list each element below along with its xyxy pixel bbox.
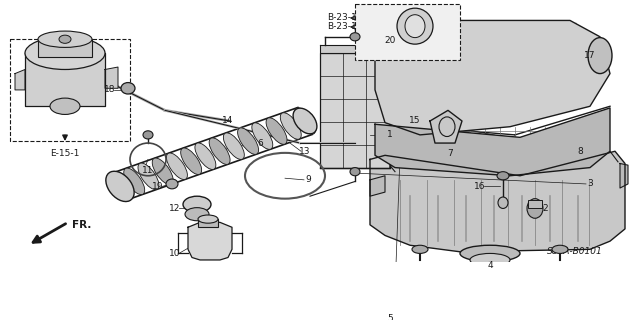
Text: 12: 12 [169, 204, 181, 213]
Bar [198, 219, 218, 227]
Ellipse shape [195, 143, 216, 170]
Ellipse shape [497, 172, 509, 180]
Ellipse shape [38, 31, 92, 47]
Text: B-23-15: B-23-15 [327, 13, 362, 22]
Bar [528, 200, 542, 208]
Ellipse shape [281, 113, 301, 139]
Text: 9: 9 [305, 175, 311, 184]
Text: 8: 8 [577, 147, 583, 156]
Text: 20: 20 [384, 36, 396, 45]
Polygon shape [430, 110, 462, 143]
Text: 18: 18 [104, 85, 116, 94]
Text: 2: 2 [542, 204, 548, 213]
Ellipse shape [252, 123, 273, 149]
Ellipse shape [106, 171, 134, 202]
Polygon shape [105, 67, 118, 88]
Text: 5: 5 [387, 314, 393, 320]
Ellipse shape [238, 128, 259, 154]
Ellipse shape [412, 245, 428, 253]
Ellipse shape [143, 131, 153, 139]
Bar [38, 39, 92, 57]
Polygon shape [375, 20, 610, 135]
Ellipse shape [183, 196, 211, 212]
Text: 13: 13 [299, 147, 311, 156]
Text: FR.: FR. [72, 220, 92, 230]
Text: 16: 16 [474, 182, 486, 191]
Ellipse shape [181, 148, 202, 174]
Polygon shape [25, 53, 105, 106]
Ellipse shape [124, 168, 145, 195]
Ellipse shape [350, 168, 360, 176]
Text: 11: 11 [142, 165, 153, 174]
Ellipse shape [50, 98, 80, 115]
Text: 17: 17 [584, 51, 596, 60]
Ellipse shape [166, 179, 178, 189]
Polygon shape [370, 151, 625, 252]
Text: 10: 10 [169, 249, 181, 258]
Text: 3: 3 [587, 180, 593, 188]
Ellipse shape [266, 118, 287, 144]
Ellipse shape [498, 197, 508, 208]
Ellipse shape [294, 108, 316, 134]
Polygon shape [15, 69, 25, 90]
Polygon shape [620, 164, 628, 188]
Text: 19: 19 [152, 182, 164, 191]
Ellipse shape [25, 37, 105, 69]
Bar [355, 4, 460, 60]
Ellipse shape [109, 173, 130, 200]
Ellipse shape [405, 15, 425, 38]
Text: 14: 14 [222, 116, 234, 125]
Ellipse shape [527, 199, 543, 218]
Polygon shape [188, 222, 232, 260]
Text: S84A-B0101: S84A-B0101 [547, 247, 603, 256]
Ellipse shape [397, 8, 433, 44]
Ellipse shape [460, 245, 520, 261]
Text: 15: 15 [409, 116, 421, 125]
Ellipse shape [485, 262, 495, 269]
Ellipse shape [209, 138, 230, 164]
Polygon shape [370, 176, 385, 196]
Text: 1: 1 [387, 130, 393, 140]
Text: 4: 4 [487, 261, 493, 270]
Ellipse shape [59, 35, 71, 43]
Text: 6: 6 [257, 139, 263, 148]
Ellipse shape [167, 153, 187, 180]
Ellipse shape [198, 215, 218, 223]
Polygon shape [320, 45, 390, 53]
Ellipse shape [223, 133, 244, 159]
Text: B-23-16: B-23-16 [327, 22, 362, 31]
Ellipse shape [552, 245, 568, 253]
Ellipse shape [588, 38, 612, 74]
Ellipse shape [138, 163, 159, 189]
Bar [320, 53, 390, 168]
Ellipse shape [293, 108, 317, 134]
Ellipse shape [185, 208, 209, 221]
Polygon shape [375, 108, 610, 176]
Ellipse shape [470, 253, 510, 267]
Ellipse shape [152, 158, 173, 185]
Text: E-15-1: E-15-1 [50, 149, 80, 158]
Ellipse shape [121, 83, 135, 94]
Ellipse shape [350, 33, 360, 41]
Bar [10, 39, 130, 141]
Text: 7: 7 [447, 149, 453, 158]
